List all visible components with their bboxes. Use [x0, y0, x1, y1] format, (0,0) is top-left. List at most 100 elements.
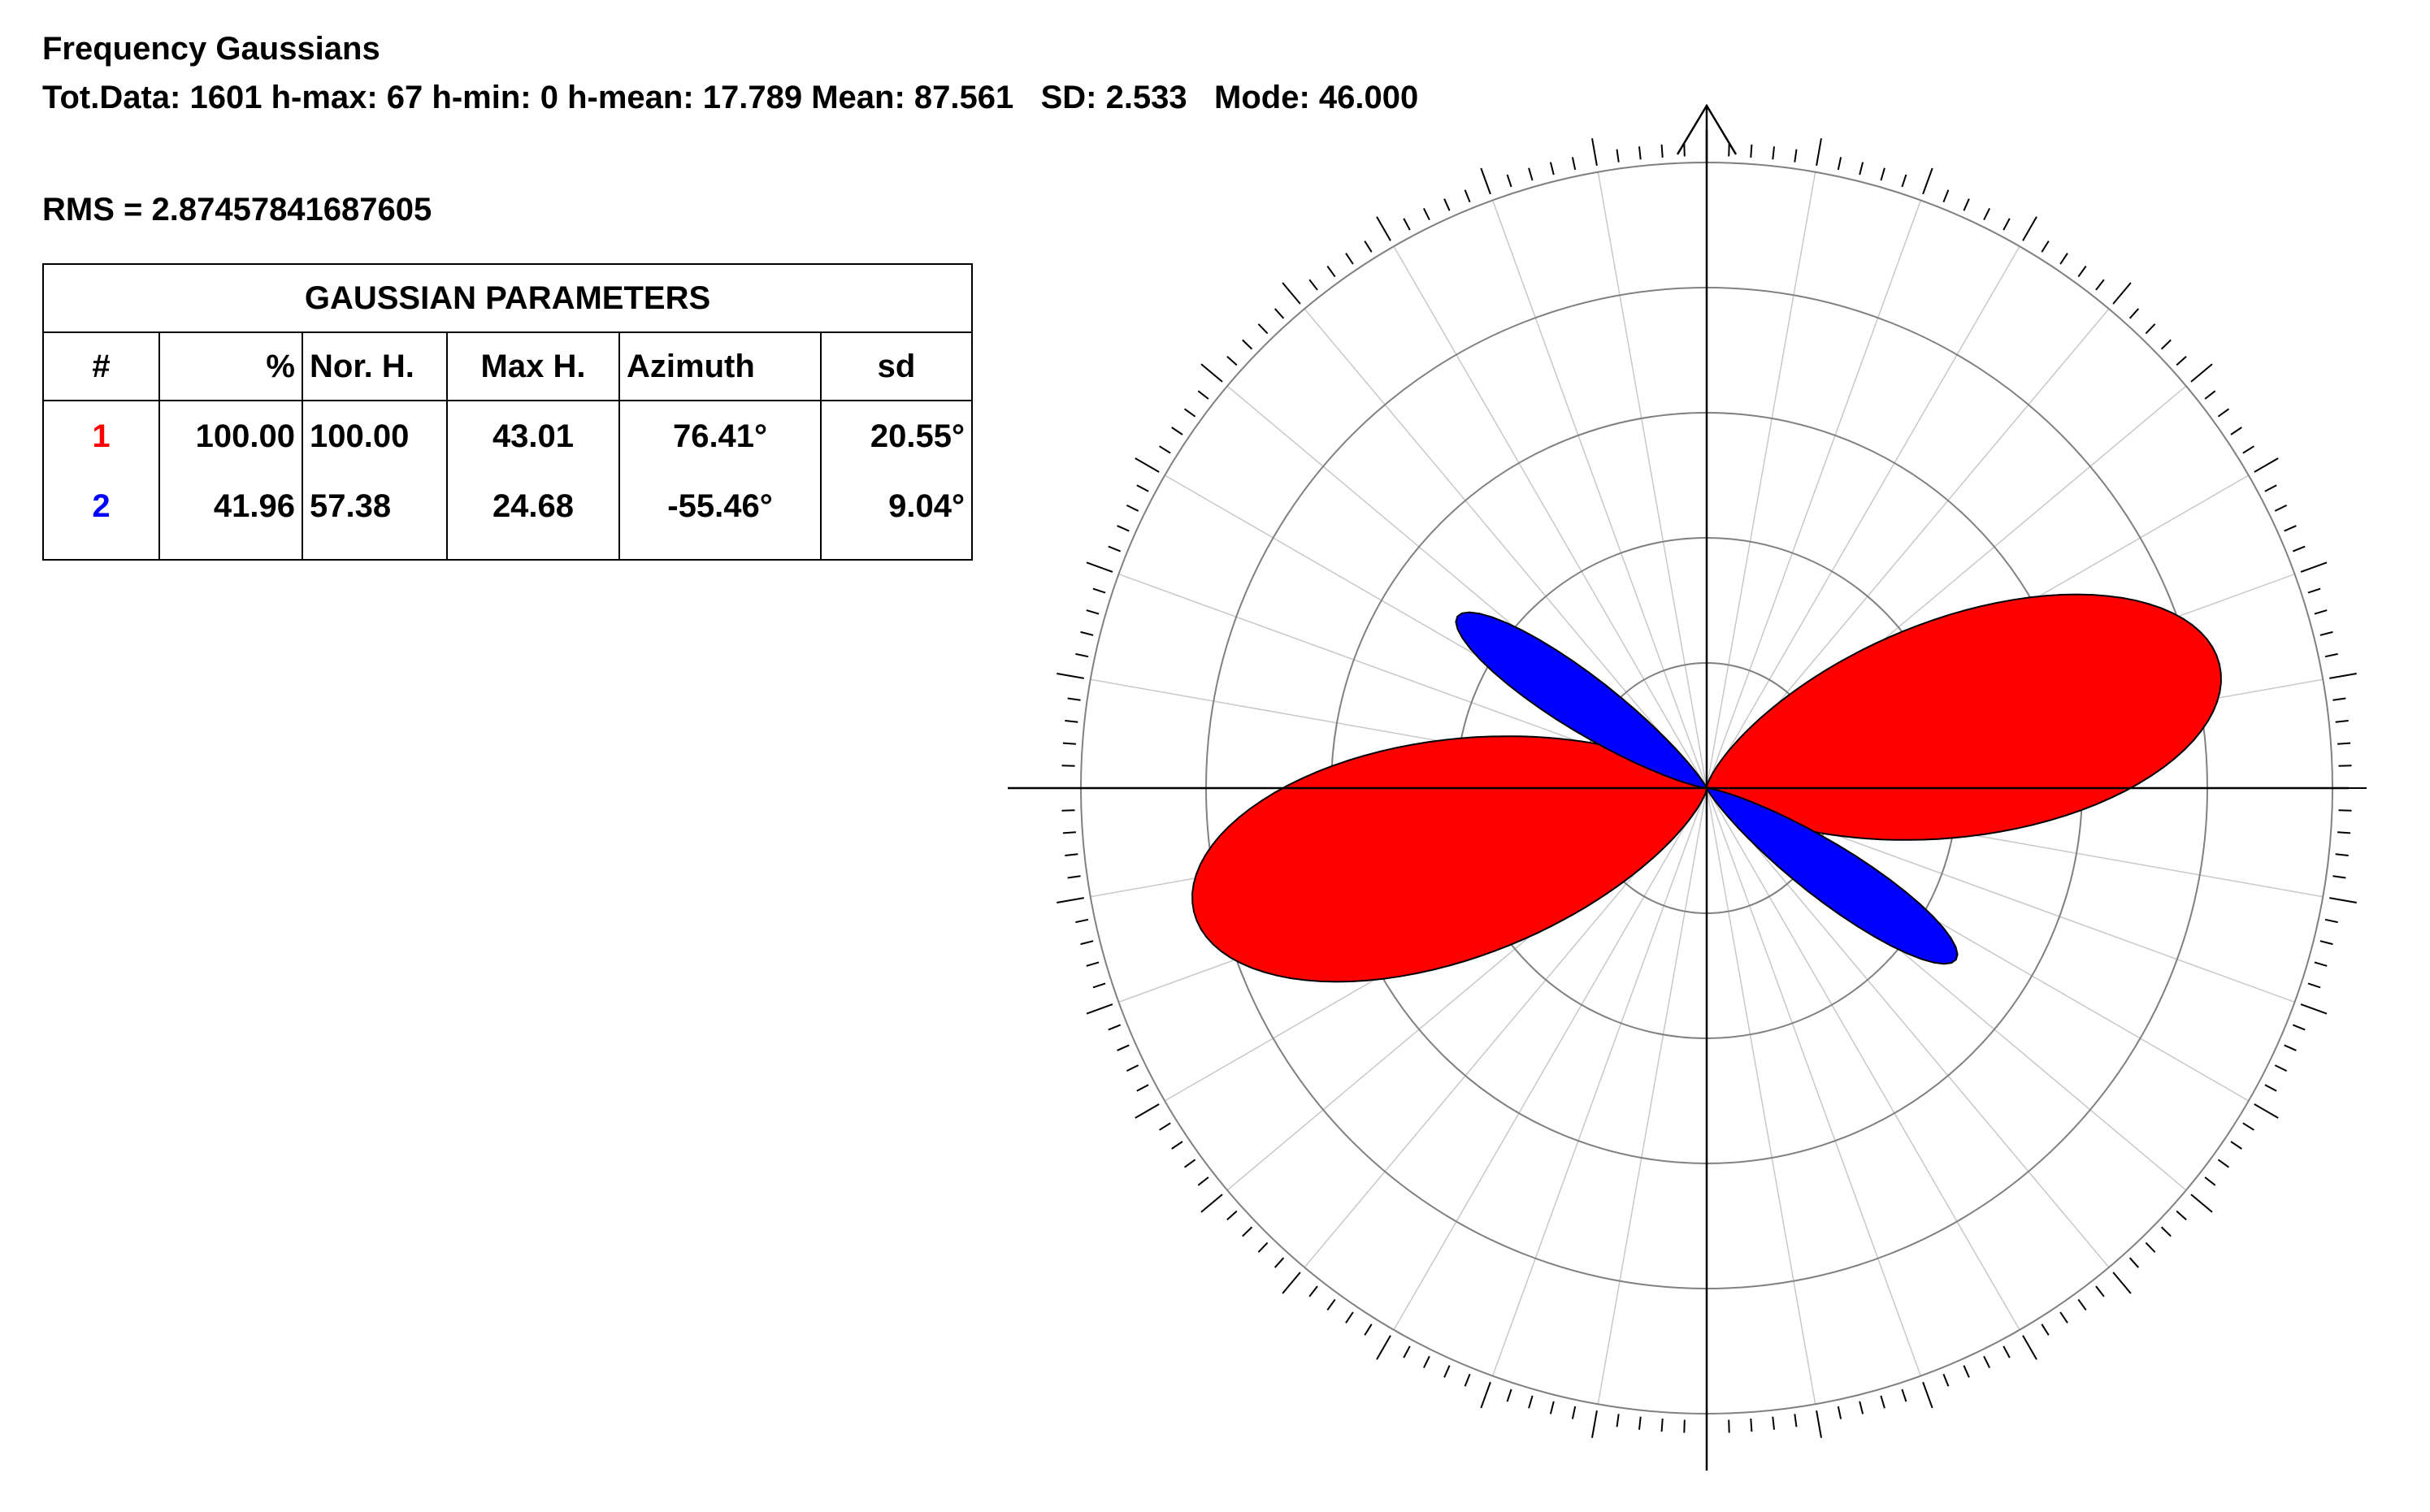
tick-mark: [2307, 587, 2321, 594]
tick-mark: [1983, 1355, 1990, 1369]
tick-mark: [1057, 673, 1084, 679]
tick-mark: [2332, 697, 2346, 701]
grid-spoke: [1706, 787, 1922, 1376]
tick-mark: [2204, 1176, 2216, 1186]
tick-mark: [2145, 323, 2156, 335]
grid-spoke: [1706, 200, 1922, 789]
tick-mark: [1136, 1084, 1149, 1092]
tick-mark: [2059, 1311, 2068, 1324]
tick-mark: [1963, 1365, 1970, 1378]
tick-mark: [1308, 1285, 1318, 1298]
grid-spoke: [1393, 787, 1708, 1331]
tick-mark: [1364, 240, 1373, 253]
tick-mark: [1549, 162, 1555, 175]
col-header-num: #: [42, 332, 160, 401]
tick-mark: [2324, 918, 2338, 924]
tick-mark: [2314, 961, 2328, 967]
tick-mark: [1922, 167, 1933, 195]
tick-mark: [2292, 1024, 2306, 1031]
tick-mark: [2329, 673, 2357, 679]
chart-title: Frequency Gaussians: [42, 31, 380, 67]
tick-mark: [2264, 1084, 2277, 1092]
tick-mark: [2338, 809, 2352, 812]
tick-mark: [1571, 1406, 1577, 1419]
tick-mark: [1274, 1257, 1285, 1268]
table-row: 2 41.96 57.38 24.68 -55.46° 9.04°: [42, 471, 973, 561]
grid-spoke: [1304, 308, 1708, 789]
tick-mark: [1638, 1416, 1642, 1430]
tick-mark: [2112, 282, 2132, 305]
tick-mark: [1638, 146, 1642, 160]
grid-spoke: [1491, 200, 1708, 789]
tick-mark: [2329, 897, 2357, 903]
tick-mark: [1242, 1226, 1253, 1237]
tick-mark: [1326, 1298, 1336, 1311]
rose-petal-series-2: [1706, 787, 1959, 965]
tick-mark: [1067, 875, 1081, 879]
tick-mark: [1345, 1311, 1354, 1324]
tick-mark: [2022, 1335, 2037, 1360]
tick-mark: [1242, 339, 1253, 350]
tick-mark: [1067, 697, 1081, 701]
tick-mark: [1326, 266, 1336, 278]
tick-mark: [1683, 143, 1686, 157]
tick-mark: [1464, 189, 1471, 203]
tick-mark: [2077, 266, 2087, 278]
tick-mark: [1184, 408, 1196, 418]
tick-mark: [2190, 363, 2213, 383]
tick-mark: [1257, 1241, 1269, 1253]
tick-mark: [1816, 138, 1822, 166]
tick-mark: [1403, 218, 1411, 231]
tick-mark: [2314, 609, 2328, 615]
tick-mark: [1226, 355, 1238, 366]
tick-mark: [1376, 216, 1391, 241]
tick-mark: [1901, 1389, 1907, 1402]
tick-mark: [1184, 1159, 1196, 1168]
tick-mark: [1086, 961, 1100, 967]
table-header-row: # % Nor. H. Max H. Azimuth sd: [42, 332, 973, 401]
col-header-sd: sd: [821, 332, 973, 401]
tick-mark: [1092, 587, 1106, 594]
tick-mark: [2095, 279, 2105, 291]
tick-mark: [1136, 484, 1149, 492]
tick-mark: [2160, 1226, 2172, 1237]
tick-mark: [2041, 240, 2050, 253]
tick-mark: [1901, 174, 1907, 188]
tick-mark: [1086, 1003, 1113, 1015]
row-percent: 100.00: [159, 401, 303, 471]
tick-mark: [2128, 308, 2140, 319]
row-nor-h: 57.38: [302, 471, 448, 561]
tick-mark: [2176, 1210, 2187, 1221]
tick-mark: [1816, 1410, 1822, 1438]
tick-mark: [2003, 218, 2011, 231]
grid-spoke: [1491, 787, 1708, 1376]
tick-mark: [2160, 339, 2172, 350]
tick-mark: [1464, 1373, 1471, 1387]
tick-mark: [1423, 1355, 1430, 1369]
tick-mark: [1126, 1064, 1139, 1072]
tick-mark: [1364, 1324, 1373, 1336]
tick-mark: [1880, 1395, 1885, 1409]
tick-mark: [1443, 198, 1451, 211]
tick-mark: [1376, 1335, 1391, 1360]
tick-mark: [1159, 445, 1171, 454]
tick-mark: [1171, 1141, 1183, 1150]
tick-mark: [2319, 630, 2333, 636]
tick-mark: [1117, 1044, 1130, 1051]
tick-mark: [1506, 174, 1512, 188]
tick-mark: [1772, 1416, 1775, 1430]
row-nor-h: 100.00: [302, 401, 448, 471]
tick-mark: [1942, 189, 1950, 203]
tick-mark: [1135, 457, 1160, 473]
grid-spoke: [1706, 245, 2020, 789]
rose-diagram: [1008, 103, 2367, 1471]
col-header-azimuth: Azimuth: [619, 332, 822, 401]
tick-mark: [1772, 146, 1775, 160]
tick-mark: [1922, 1381, 1933, 1409]
tick-mark: [1061, 809, 1075, 812]
tick-mark: [1135, 1103, 1160, 1119]
tick-mark: [1528, 167, 1534, 181]
tick-mark: [1075, 652, 1089, 658]
col-header-max-h: Max H.: [447, 332, 620, 401]
tick-mark: [1942, 1373, 1950, 1387]
